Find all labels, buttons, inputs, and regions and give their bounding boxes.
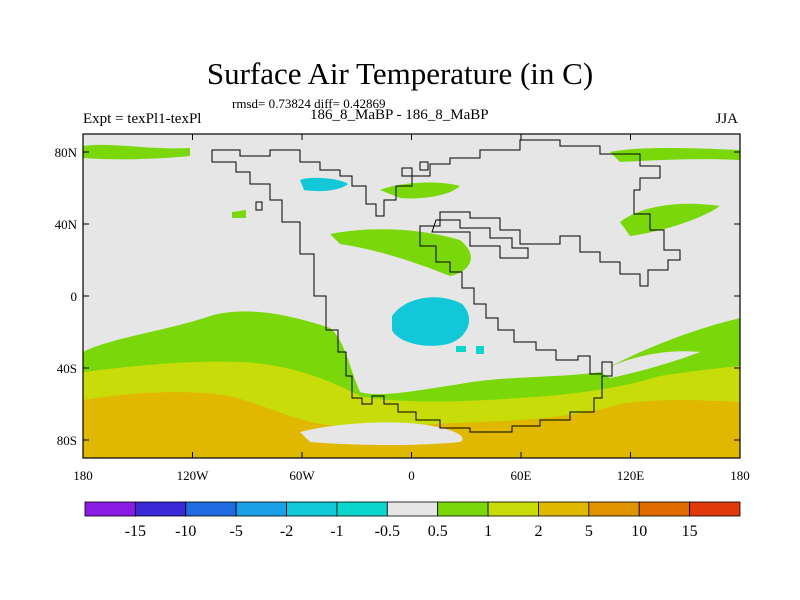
map-field: [83, 134, 740, 458]
north-cool-anomaly: [300, 177, 348, 192]
colorbar-swatch: [386, 501, 439, 517]
latitude-axis: 80N 40N 0 40S 80S: [55, 145, 740, 448]
colorbar-label: -15: [125, 523, 146, 540]
colorbar-label: 0.5: [428, 523, 448, 540]
lat-tick-label: 80S: [57, 433, 77, 448]
longitude-axis: 180 120W 60W 0 60E 120E 180: [73, 134, 750, 483]
lon-tick-label: 180: [73, 468, 93, 483]
arctic-green-strip-west: [83, 144, 190, 160]
colorbar-label: -0.5: [375, 523, 400, 540]
asia-green-patch: [620, 203, 720, 236]
stats-label: rmsd= 0.73824 diff= 0.42869: [232, 96, 386, 111]
colorbar-label: 2: [534, 523, 542, 540]
colorbar-swatch: [185, 501, 237, 517]
arctic-green-strip-east: [610, 148, 740, 162]
colorbar-label: -1: [330, 523, 343, 540]
colorbar-swatch: [538, 501, 590, 517]
colorbar-swatch: [638, 501, 691, 517]
colorbar: -15 -10 -5 -2 -1 -0.5 0.5 1 2 5 10 15: [84, 501, 741, 540]
north-atlantic-green: [380, 182, 460, 199]
lat-tick-label: 40S: [57, 361, 77, 376]
colorbar-label: 10: [631, 523, 647, 540]
colorbar-swatch: [487, 501, 539, 517]
colorbar-label: 5: [585, 523, 593, 540]
colorbar-swatch: [235, 501, 287, 517]
colorbar-label: 1: [484, 523, 492, 540]
runs-label: 186_8_MaBP - 186_8_MaBP: [310, 107, 489, 123]
colorbar-label: -5: [229, 523, 242, 540]
antarctic-neutral-patch: [300, 422, 463, 445]
season-label: JJA: [715, 111, 738, 127]
tethys-inner-outline: [431, 219, 529, 259]
colorbar-swatch: [437, 501, 489, 517]
map-title: Surface Air Temperature (in C): [206, 56, 594, 91]
lat-tick-label: 80N: [55, 145, 78, 160]
colorbar-label: -2: [280, 523, 293, 540]
colorbar-swatch: [84, 501, 136, 517]
colorbar-swatch: [134, 501, 187, 517]
colorbar-swatch: [336, 501, 388, 517]
experiment-label: Expt = texPl1-texPl: [83, 111, 202, 127]
colorbar-label: -10: [175, 523, 196, 540]
tethys-green: [330, 229, 471, 276]
continent-outlines: [211, 139, 681, 433]
lon-tick-label: 60E: [511, 468, 532, 483]
southern-orange-band: [83, 392, 740, 458]
colorbar-label: 15: [682, 523, 698, 540]
colorbar-swatch: [689, 501, 741, 517]
lat-tick-label: 0: [71, 289, 78, 304]
lon-tick-label: 180: [730, 468, 750, 483]
lon-tick-label: 120E: [617, 468, 645, 483]
colorbar-swatch: [286, 501, 338, 517]
lon-tick-label: 0: [408, 468, 415, 483]
african-cool-anomaly: [392, 297, 470, 346]
lat-tick-label: 40N: [55, 217, 78, 232]
lon-tick-label: 120W: [177, 468, 210, 483]
pangea-west-outline: [211, 139, 681, 433]
lon-tick-label: 60W: [289, 468, 315, 483]
colorbar-swatch: [588, 501, 640, 517]
